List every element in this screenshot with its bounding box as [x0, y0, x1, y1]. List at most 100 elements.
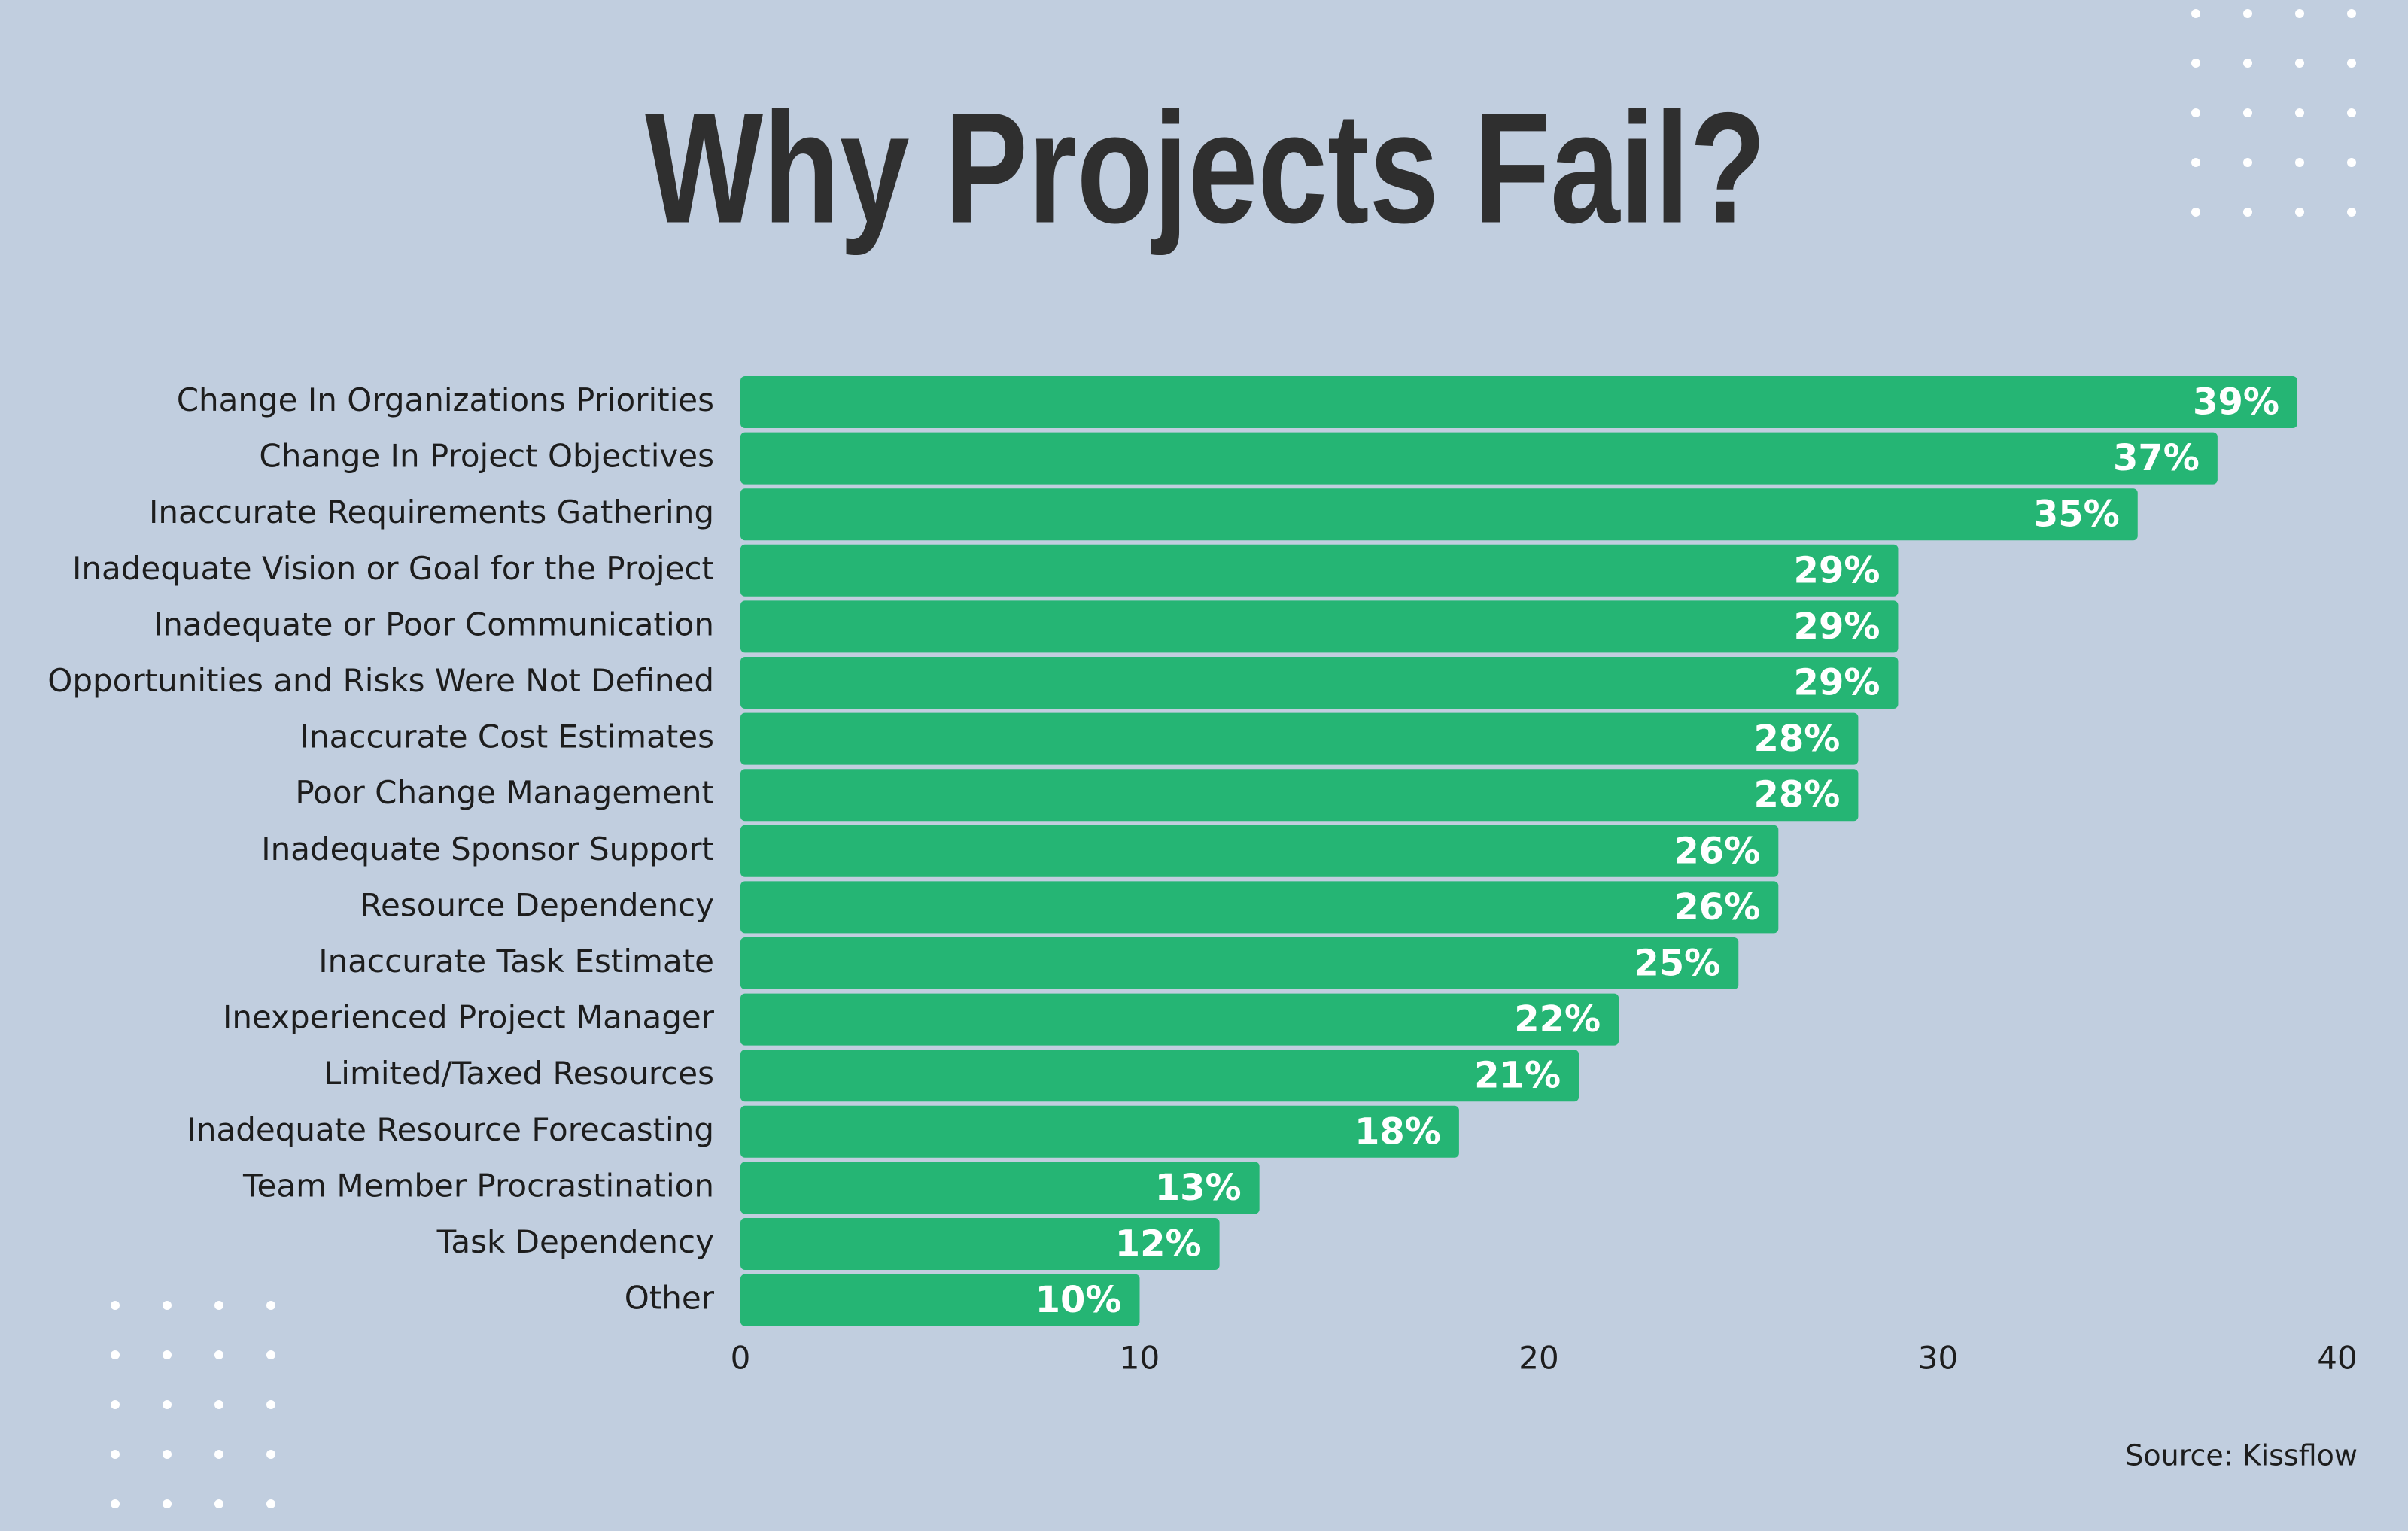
- chart-title: Why Projects Fail?: [645, 79, 1766, 256]
- dot: [266, 1301, 275, 1310]
- dot: [2243, 59, 2252, 68]
- bar: [740, 432, 2218, 485]
- dot: [214, 1450, 223, 1459]
- dot: [266, 1450, 275, 1459]
- dot: [2347, 9, 2356, 18]
- dot: [111, 1301, 120, 1310]
- dot: [111, 1499, 120, 1508]
- dot: [214, 1499, 223, 1508]
- dot: [2295, 59, 2304, 68]
- category-label: Inadequate or Poor Communication: [154, 606, 714, 642]
- dot: [111, 1450, 120, 1459]
- bar: [740, 657, 1899, 709]
- dot: [2295, 208, 2304, 217]
- dot: [163, 1301, 172, 1310]
- bar: [740, 937, 1739, 989]
- bar: [740, 1274, 1140, 1326]
- value-label: 29%: [1794, 549, 1880, 591]
- category-label: Opportunities and Risks Were Not Defined: [47, 662, 714, 699]
- dot: [111, 1400, 120, 1409]
- category-label: Inadequate Vision or Goal for the Projec…: [72, 550, 714, 587]
- value-label: 35%: [2033, 494, 2120, 536]
- source: Source: Kissflow: [2125, 1439, 2358, 1472]
- x-tick-label: 30: [1918, 1340, 1958, 1377]
- bar: [740, 769, 1859, 822]
- dot: [266, 1400, 275, 1409]
- x-tick-label: 20: [1519, 1340, 1558, 1377]
- dot: [2347, 108, 2356, 117]
- dot: [163, 1400, 172, 1409]
- value-label: 10%: [1035, 1279, 1122, 1321]
- dot: [2191, 208, 2200, 217]
- category-label: Inaccurate Task Estimate: [318, 943, 714, 980]
- dot: [2243, 158, 2252, 167]
- dot: [2243, 9, 2252, 18]
- dot: [111, 1350, 120, 1359]
- value-label: 39%: [2193, 381, 2279, 424]
- category-label: Resource Dependency: [360, 886, 714, 923]
- dot: [214, 1301, 223, 1310]
- category-label: Inaccurate Cost Estimates: [300, 718, 714, 755]
- value-label: 12%: [1115, 1223, 1202, 1265]
- dot: [2295, 108, 2304, 117]
- dot: [2191, 108, 2200, 117]
- bar: [740, 1218, 1220, 1270]
- dot: [266, 1499, 275, 1508]
- value-label: 28%: [1754, 774, 1841, 816]
- category-label: Inadequate Sponsor Support: [261, 831, 714, 867]
- x-tick-label: 10: [1120, 1340, 1160, 1377]
- value-label: 29%: [1794, 606, 1880, 648]
- bar: [740, 993, 1619, 1046]
- dot: [214, 1350, 223, 1359]
- value-label: 37%: [2113, 437, 2200, 479]
- x-tick-label: 0: [731, 1340, 751, 1377]
- dot: [2295, 9, 2304, 18]
- value-label: 22%: [1514, 998, 1601, 1040]
- bar: [740, 376, 2297, 428]
- dot: [2243, 208, 2252, 217]
- bar: [740, 825, 1779, 877]
- dot: [163, 1450, 172, 1459]
- category-label: Change In Organizations Priorities: [177, 381, 714, 418]
- dot: [2191, 9, 2200, 18]
- value-label: 25%: [1634, 943, 1720, 985]
- dot: [2347, 208, 2356, 217]
- bar: [740, 600, 1899, 653]
- category-label: Task Dependency: [436, 1223, 714, 1260]
- bar: [740, 544, 1899, 597]
- value-label: 28%: [1754, 718, 1841, 760]
- value-label: 13%: [1155, 1167, 1242, 1209]
- x-tick-label: 40: [2317, 1340, 2357, 1377]
- bar: [740, 1162, 1260, 1214]
- category-label: Poor Change Management: [295, 774, 714, 811]
- category-label: Inexperienced Project Manager: [223, 999, 715, 1036]
- dot: [2347, 158, 2356, 167]
- category-label: Team Member Procrastination: [242, 1167, 714, 1204]
- bar: [740, 488, 2138, 541]
- value-label: 18%: [1354, 1110, 1441, 1153]
- value-label: 21%: [1474, 1055, 1561, 1097]
- category-label: Inaccurate Requirements Gathering: [149, 494, 714, 530]
- dot: [2243, 108, 2252, 117]
- value-label: 26%: [1674, 886, 1760, 928]
- dot: [2295, 158, 2304, 167]
- bar: [740, 1050, 1579, 1102]
- category-label: Inadequate Resource Forecasting: [187, 1111, 714, 1148]
- bar: [740, 712, 1859, 765]
- bar: [740, 1105, 1459, 1158]
- value-label: 26%: [1674, 830, 1760, 872]
- category-label: Limited/Taxed Resources: [324, 1055, 714, 1092]
- dot: [266, 1350, 275, 1359]
- dot: [163, 1350, 172, 1359]
- dot: [2347, 59, 2356, 68]
- decoration: [111, 9, 2356, 1508]
- dot: [214, 1400, 223, 1409]
- dot: [163, 1499, 172, 1508]
- bar: [740, 881, 1779, 934]
- value-label: 29%: [1794, 662, 1880, 704]
- dot: [2191, 59, 2200, 68]
- dot: [2191, 158, 2200, 167]
- category-label: Change In Project Objectives: [259, 438, 714, 475]
